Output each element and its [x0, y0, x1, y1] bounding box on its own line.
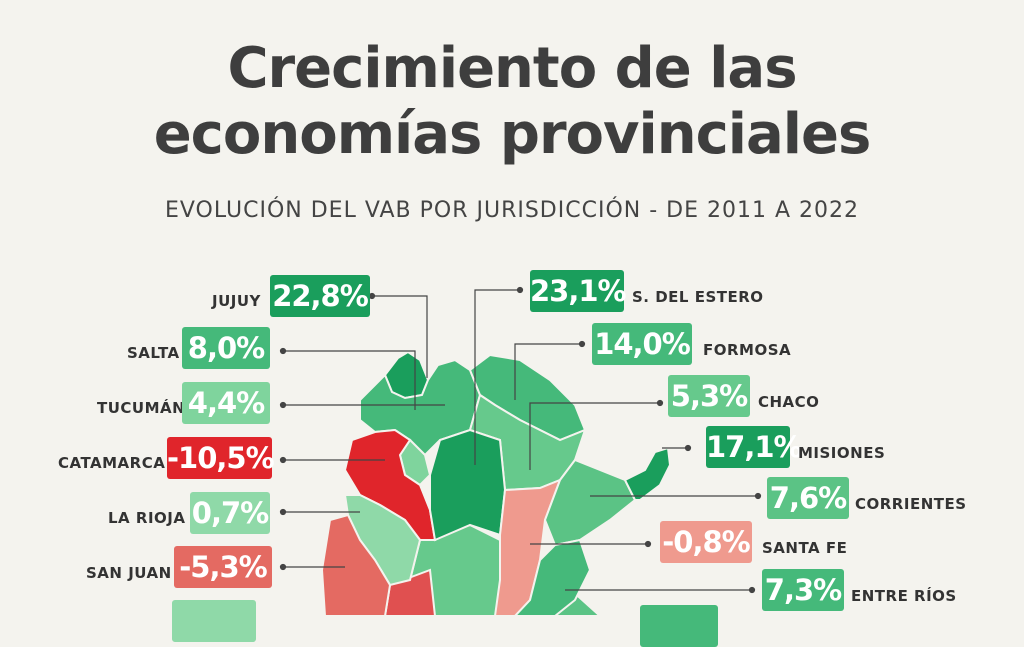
badge-catamarca: -10,5%	[167, 437, 275, 479]
badge-formosa: 14,0%	[592, 323, 692, 365]
label-s-del-estero: S. DEL ESTERO	[632, 288, 764, 306]
page-title: Crecimiento de las economías provinciale…	[0, 36, 1024, 168]
leader-dot-tucuman	[279, 401, 287, 409]
leader-line-jujuy	[372, 295, 428, 378]
label-san-juan: SAN JUAN	[86, 564, 172, 582]
page-subtitle: EVOLUCIÓN DEL VAB POR JURISDICCIÓN - DE …	[164, 198, 859, 223]
label-la-rioja: LA RIOJA	[108, 509, 186, 527]
leader-line-formosa	[514, 343, 582, 400]
leader-dot-s-del-estero	[516, 286, 524, 294]
leader-dot-chaco	[656, 399, 664, 407]
title-line-1: Crecimiento de las	[227, 36, 797, 101]
leader-line-chaco	[529, 402, 660, 470]
badge-santa-fe: -0,8%	[660, 521, 752, 563]
leader-dot-catamarca	[279, 456, 287, 464]
leader-dot-salta	[279, 347, 287, 355]
badge-misiones: 17,1%	[706, 426, 803, 468]
leader-dot-entre-rios	[748, 586, 756, 594]
label-catamarca: CATAMARCA	[58, 454, 166, 472]
label-jujuy: JUJUY	[212, 292, 261, 310]
badge-s-del-estero: 23,1%	[530, 270, 627, 312]
map-province-san-juan	[320, 513, 392, 616]
label-corrientes: CORRIENTES	[855, 495, 967, 513]
map-province-santiago-del-estero	[429, 428, 507, 542]
label-entre-rios: ENTRE RÍOS	[851, 587, 957, 605]
title-line-2: economías provinciales	[153, 102, 872, 167]
badge-cut-off-left	[172, 600, 256, 642]
leader-lines	[279, 286, 762, 594]
leader-line-salta	[283, 350, 416, 410]
badge-jujuy: 22,8%	[270, 275, 370, 317]
map-province-corrientes	[543, 458, 637, 547]
leader-dot-formosa	[578, 340, 586, 348]
leader-dot-san-juan	[279, 563, 287, 571]
label-chaco: CHACO	[758, 393, 820, 411]
leader-line-s-del-estero	[474, 289, 520, 465]
leader-dot-jujuy	[368, 292, 376, 300]
label-formosa: FORMOSA	[703, 341, 792, 359]
label-salta: SALTA	[127, 344, 180, 362]
badge-corrientes: 7,6%	[767, 477, 849, 519]
badge-la-rioja: 0,7%	[190, 492, 270, 534]
badge-san-juan: -5,3%	[174, 546, 272, 588]
map-province-entre-rios	[513, 538, 592, 616]
argentina-map	[279, 286, 762, 616]
label-tucuman: TUCUMÁN	[97, 399, 186, 417]
badge-entre-rios: 7,3%	[762, 569, 844, 611]
badge-salta: 8,0%	[182, 327, 270, 369]
leader-dot-misiones	[684, 444, 692, 452]
badge-cut-off-right	[640, 605, 718, 647]
leader-dot-santa-fe	[644, 540, 652, 548]
label-misiones: MISIONES	[798, 444, 886, 462]
badge-tucuman: 4,4%	[182, 382, 270, 424]
map-province-misiones	[623, 446, 672, 501]
leader-dot-corrientes	[754, 492, 762, 500]
badge-chaco: 5,3%	[668, 375, 750, 417]
label-santa-fe: SANTA FE	[762, 539, 848, 557]
leader-dot-la-rioja	[279, 508, 287, 516]
